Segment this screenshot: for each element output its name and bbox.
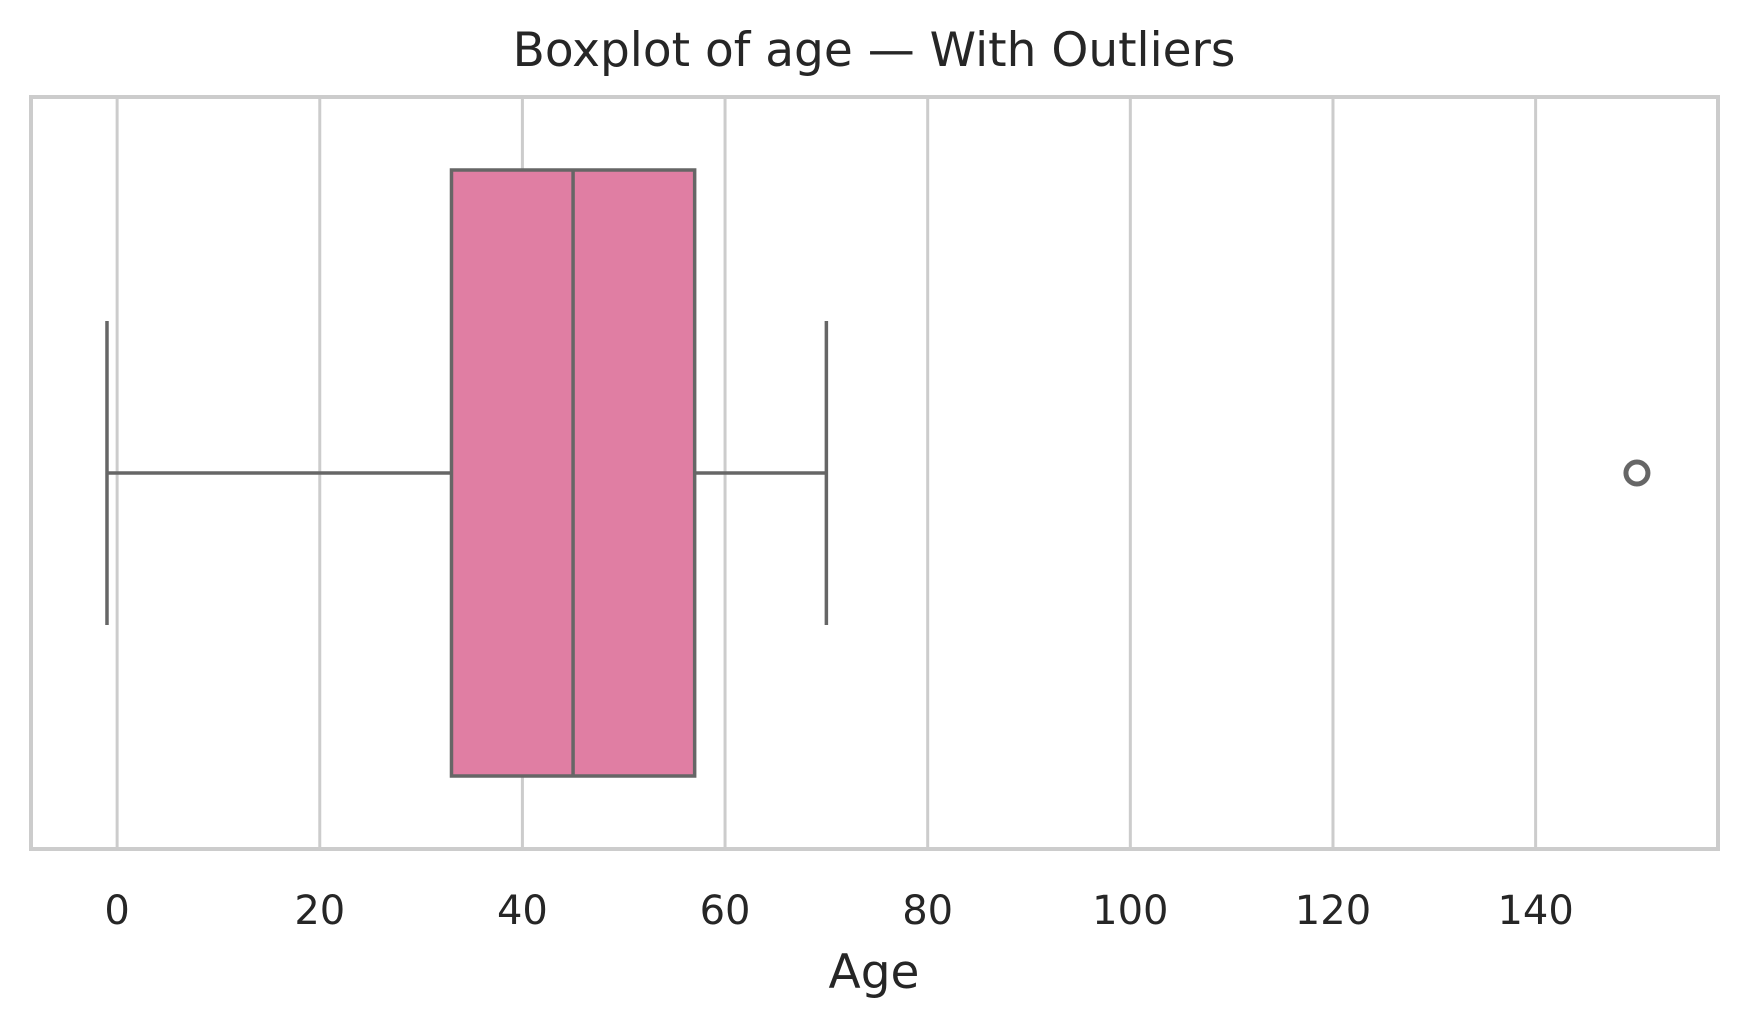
plot-frame [29, 95, 1720, 851]
x-tick-label: 20 [294, 888, 345, 934]
x-tick-label: 140 [1497, 888, 1573, 934]
x-tick-label: 80 [902, 888, 953, 934]
x-tick-label: 60 [700, 888, 751, 934]
x-tick-label: 40 [497, 888, 548, 934]
x-tick-label: 100 [1092, 888, 1168, 934]
x-axis-ticks: 0 20 40 60 80 100 120 140 [104, 888, 1573, 934]
chart-title: Boxplot of age — With Outliers [513, 23, 1236, 78]
x-tick-label: 0 [104, 888, 129, 934]
outlier-point [1623, 459, 1651, 487]
x-tick-label: 120 [1295, 888, 1371, 934]
x-axis-label: Age [829, 945, 920, 1000]
boxplot-marks [105, 168, 1651, 778]
